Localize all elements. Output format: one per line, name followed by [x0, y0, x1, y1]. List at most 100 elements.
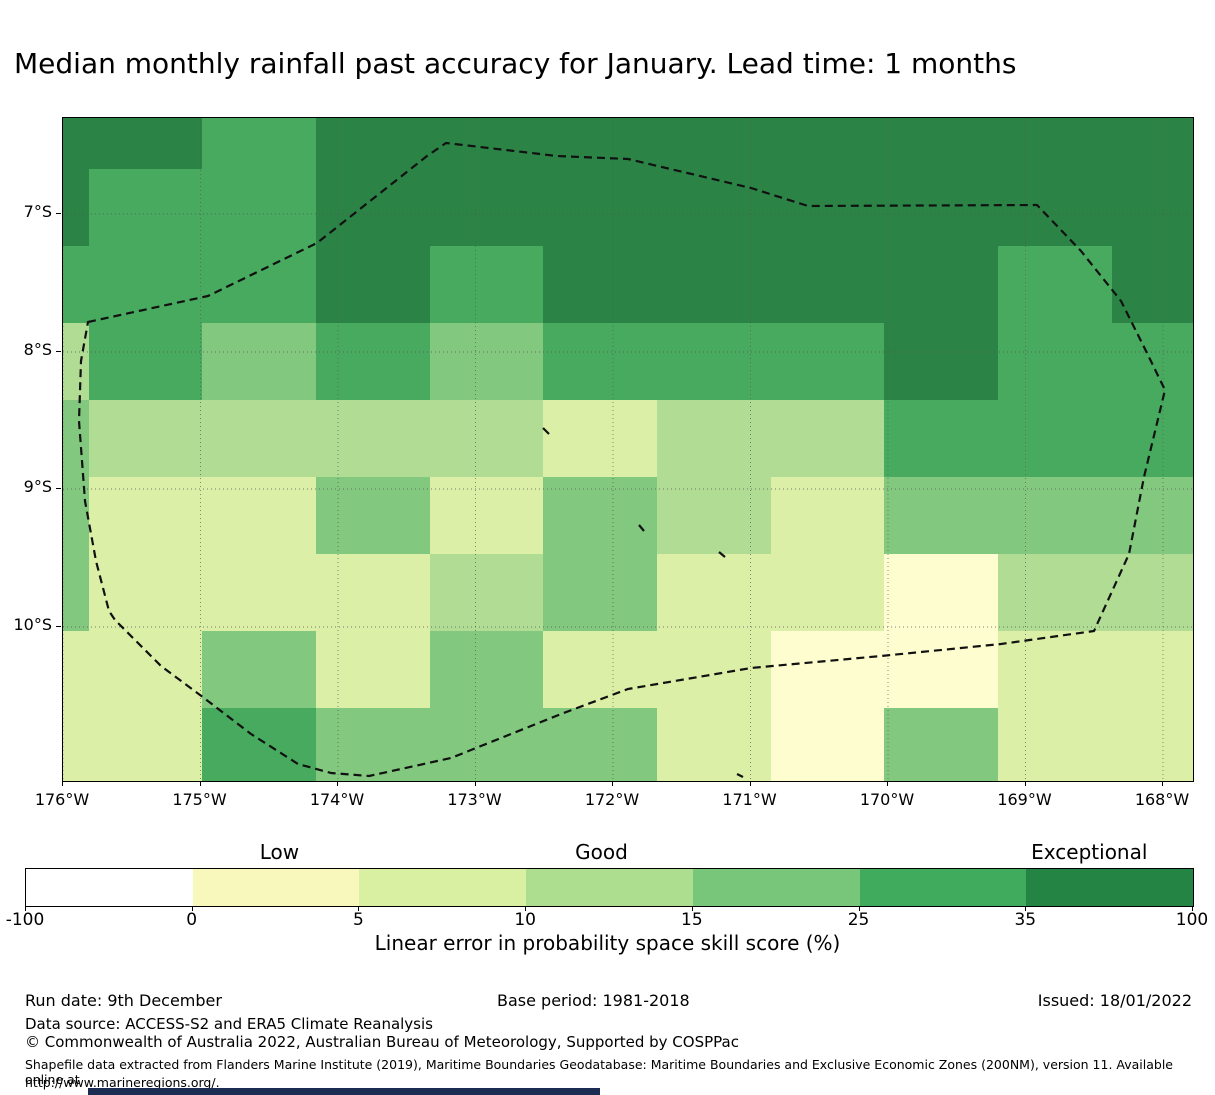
map-cell — [316, 708, 430, 781]
x-axis-tick-label: 168°W — [1134, 790, 1190, 809]
map-cell — [771, 400, 884, 477]
map-cell — [202, 118, 316, 169]
x-axis-tick — [887, 781, 888, 786]
map-cell — [998, 118, 1112, 169]
map-cell — [998, 323, 1112, 400]
map-overlay — [63, 118, 1193, 781]
colorbar-segment — [859, 869, 1027, 906]
x-axis-tick-label: 170°W — [859, 790, 915, 809]
colorbar-tick-label: 25 — [847, 910, 870, 930]
map-cell — [316, 400, 430, 477]
map-cell — [316, 246, 430, 323]
colorbar-caption: Linear error in probability space skill … — [374, 931, 841, 955]
map-cell — [89, 169, 202, 246]
map-cell — [430, 554, 543, 631]
y-axis-tick-label: 7°S — [23, 202, 52, 221]
colorbar-tick-label: 5 — [353, 910, 364, 930]
footer-data-source: Data source: ACCESS-S2 and ERA5 Climate … — [25, 1015, 433, 1033]
map-cell — [998, 169, 1112, 246]
colorbar-tick — [691, 906, 693, 911]
map-cell — [998, 554, 1112, 631]
x-axis-tick — [1162, 781, 1163, 786]
colorbar-tick — [1192, 906, 1193, 911]
colorbar-segment — [26, 869, 193, 906]
map-cell — [657, 708, 771, 781]
map-cell — [771, 554, 884, 631]
y-axis-tick-label: 9°S — [23, 477, 52, 496]
footer-run-date: Run date: 9th December — [25, 991, 222, 1010]
map-cell — [430, 246, 543, 323]
map-cell — [657, 477, 771, 554]
y-axis-tick — [56, 488, 61, 489]
y-axis-tick — [56, 351, 61, 352]
colorbar-tick — [1025, 906, 1027, 911]
map-cell — [543, 554, 657, 631]
map-cell — [1112, 554, 1193, 631]
map-cell — [657, 323, 771, 400]
x-axis-tick — [612, 781, 613, 786]
map-cell — [63, 708, 89, 781]
map-cell — [884, 554, 998, 631]
x-axis-tick — [749, 781, 751, 786]
island-mark — [736, 773, 744, 778]
map-cell — [430, 477, 543, 554]
map-cell — [316, 554, 430, 631]
map-cell — [884, 400, 998, 477]
x-axis-tick-label: 171°W — [722, 790, 777, 809]
map-plot — [62, 117, 1194, 782]
colorbar-tick — [25, 906, 26, 911]
map-cell — [1112, 169, 1193, 246]
map-cell — [657, 631, 771, 708]
colorbar-segment — [192, 869, 360, 906]
map-cell — [884, 631, 998, 708]
footer-shapefile-note-line1: Shapefile data extracted from Flanders M… — [25, 1057, 1173, 1087]
footer-issued: Issued: 18/01/2022 — [1037, 991, 1192, 1010]
map-cell — [430, 323, 543, 400]
map-cell — [657, 246, 771, 323]
map-cell — [998, 631, 1112, 708]
eez-boundary — [77, 141, 1167, 778]
map-cell — [1112, 631, 1193, 708]
map-cell — [63, 631, 89, 708]
island-mark — [542, 427, 550, 435]
footer-brand-bar — [88, 1088, 600, 1095]
colorbar-segment — [1026, 869, 1194, 906]
colorbar-category-label: Low — [259, 840, 300, 864]
map-cell — [202, 323, 316, 400]
y-axis-tick-label: 10°S — [13, 615, 52, 634]
map-cell — [771, 477, 884, 554]
colorbar-tick-label: 35 — [1014, 910, 1037, 930]
map-cell — [89, 323, 202, 400]
map-cell — [771, 323, 884, 400]
map-cell — [771, 246, 884, 323]
colorbar-segment — [359, 869, 527, 906]
map-cell — [89, 554, 202, 631]
colorbar-tick-label: 0 — [186, 910, 198, 930]
map-cell — [316, 631, 430, 708]
map-cell — [316, 477, 430, 554]
map-cell — [543, 323, 657, 400]
map-cell — [202, 400, 316, 477]
map-cell — [430, 169, 543, 246]
map-cell — [543, 246, 657, 323]
colorbar-category-label: Good — [575, 840, 628, 864]
map-cell — [998, 246, 1112, 323]
colorbar-tick — [858, 906, 860, 911]
map-cell — [998, 708, 1112, 781]
map-cell — [543, 708, 657, 781]
y-axis-tick — [56, 213, 61, 214]
island-mark — [718, 551, 726, 558]
map-cell — [1112, 246, 1193, 323]
colorbar-tick — [358, 906, 360, 911]
y-axis-tick-label: 8°S — [23, 340, 52, 359]
colorbar-tick — [191, 906, 193, 911]
map-cell — [1112, 118, 1193, 169]
map-cell — [1112, 323, 1193, 400]
map-cell — [543, 169, 657, 246]
colorbar-tick-label: 100 — [1175, 910, 1209, 930]
colorbar-segment — [692, 869, 860, 906]
map-cell — [884, 118, 998, 169]
colorbar-tick-label: -100 — [5, 910, 45, 930]
map-cell — [771, 631, 884, 708]
map-cell — [543, 400, 657, 477]
